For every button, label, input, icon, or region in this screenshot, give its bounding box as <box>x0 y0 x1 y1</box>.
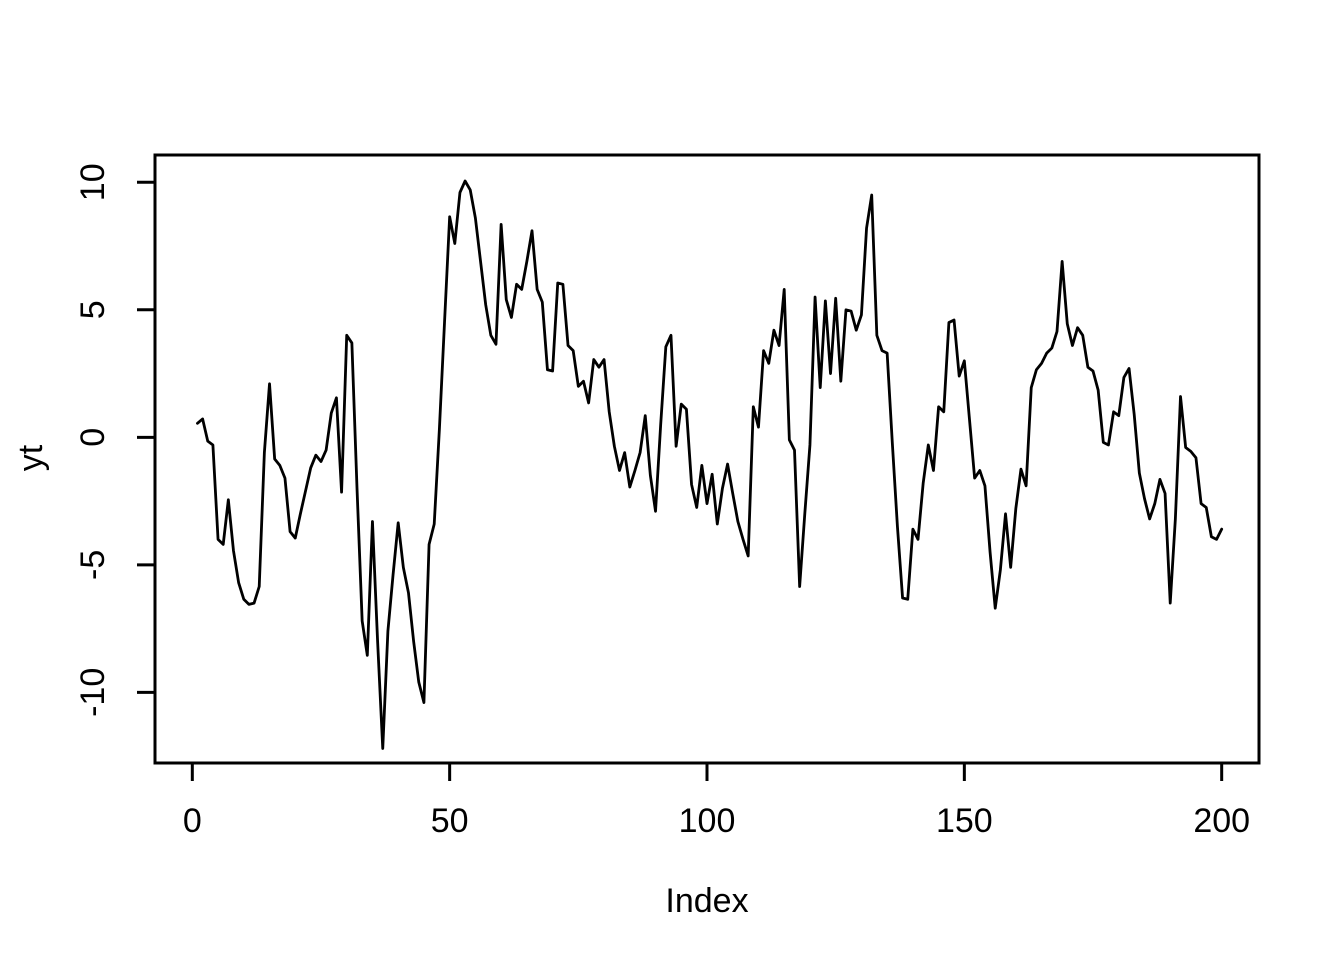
x-tick-label: 100 <box>679 802 736 840</box>
y-tick-label: 5 <box>74 300 112 319</box>
y-tick-label: -5 <box>74 550 112 580</box>
x-axis-title: Index <box>665 882 748 920</box>
y-tick-label: 0 <box>74 428 112 447</box>
y-axis: -10 -5 0 5 10 <box>74 163 155 717</box>
y-axis-title: yt <box>12 444 50 471</box>
y-tick-label: -10 <box>74 668 112 717</box>
x-tick-label: 200 <box>1193 802 1250 840</box>
x-axis: 0 50 100 150 200 <box>183 763 1250 840</box>
y-tick-label: 10 <box>74 163 112 201</box>
x-tick-label: 0 <box>183 802 202 840</box>
series-line <box>196 179 1224 750</box>
x-tick-label: 50 <box>431 802 469 840</box>
x-tick-label: 150 <box>936 802 993 840</box>
